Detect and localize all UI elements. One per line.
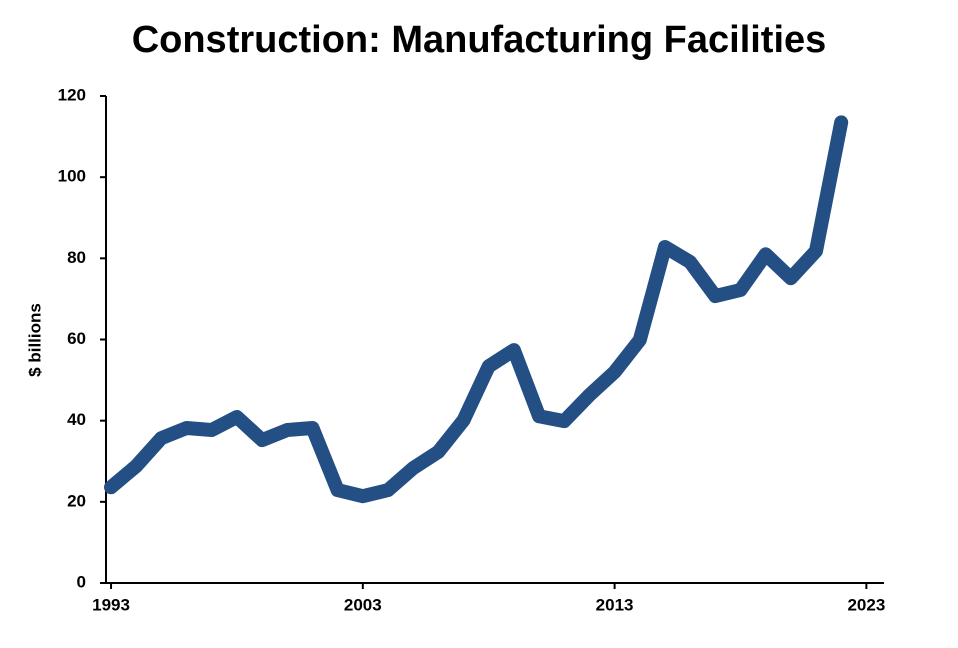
y-tick-label: 100 xyxy=(58,167,86,186)
x-tick-label: 2003 xyxy=(344,595,382,614)
y-axis-label: $ billions xyxy=(25,303,44,377)
y-tick-label: 120 xyxy=(58,85,86,104)
x-tick-label: 1993 xyxy=(92,595,130,614)
data-line xyxy=(104,115,849,504)
x-tick-label: 2013 xyxy=(596,595,634,614)
chart-title: Construction: Manufacturing Facilities xyxy=(132,19,827,61)
y-tick-label: 0 xyxy=(77,572,86,591)
y-tick-label: 80 xyxy=(67,248,86,267)
y-tick-label: 40 xyxy=(67,410,86,429)
y-tick-label: 20 xyxy=(67,491,86,510)
x-tick-label: 2023 xyxy=(847,595,885,614)
y-tick-label: 60 xyxy=(67,329,86,348)
